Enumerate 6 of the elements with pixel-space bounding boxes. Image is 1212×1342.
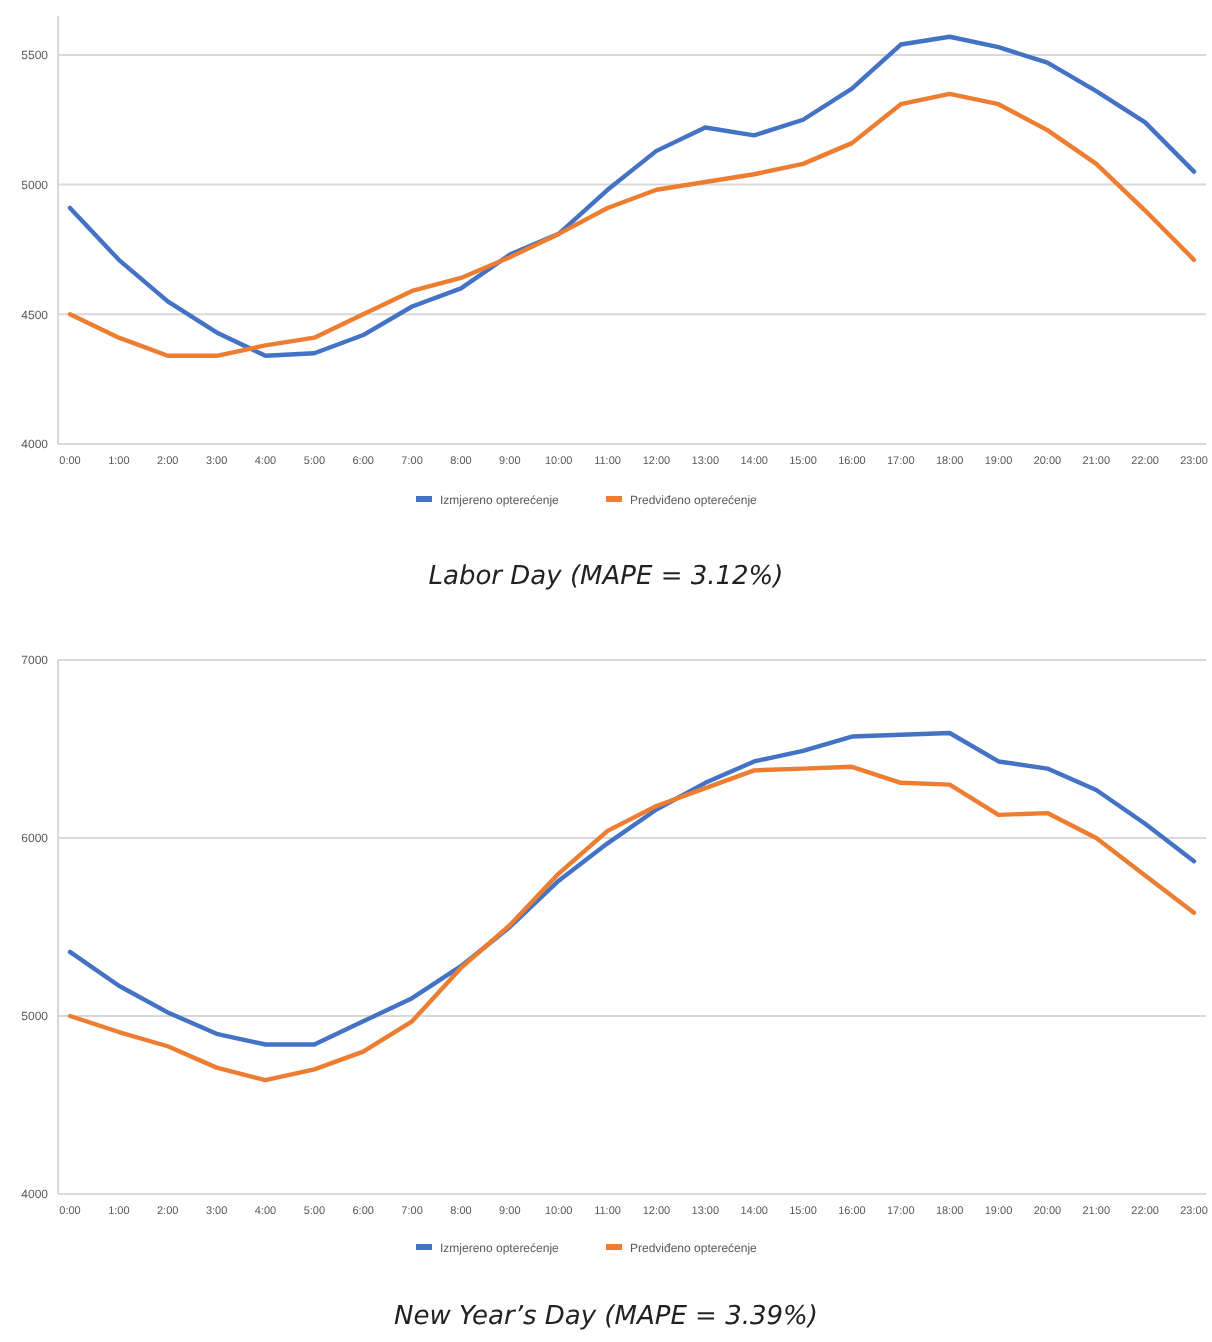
line-series (67, 91, 1197, 359)
text: New Year’s Day (MAPE = 3.39%) (394, 1302, 818, 1332)
line-series (67, 730, 1197, 1047)
line-series (67, 34, 1197, 359)
line-series (67, 764, 1197, 1083)
text: Labor Day (MAPE = 3.12%) (428, 562, 784, 592)
